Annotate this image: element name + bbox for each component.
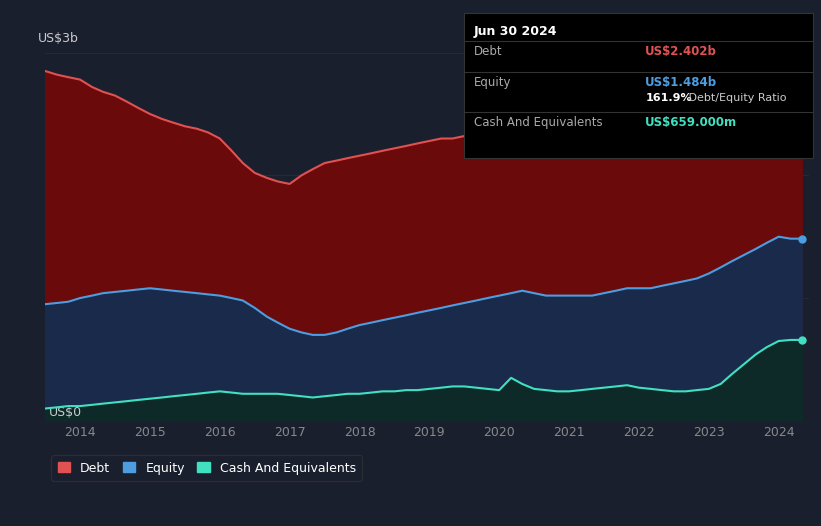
Text: Jun 30 2024: Jun 30 2024: [474, 25, 557, 38]
Text: US$0: US$0: [49, 406, 82, 419]
Text: 161.9%: 161.9%: [645, 93, 692, 103]
Text: US$659.000m: US$659.000m: [645, 116, 737, 129]
Text: Equity: Equity: [474, 76, 511, 89]
Text: US$3b: US$3b: [38, 32, 78, 45]
Text: Debt/Equity Ratio: Debt/Equity Ratio: [685, 93, 787, 103]
Text: Cash And Equivalents: Cash And Equivalents: [474, 116, 603, 129]
Legend: Debt, Equity, Cash And Equivalents: Debt, Equity, Cash And Equivalents: [52, 456, 362, 481]
Text: Debt: Debt: [474, 45, 502, 58]
Text: US$2.402b: US$2.402b: [645, 45, 718, 58]
Text: US$1.484b: US$1.484b: [645, 76, 718, 89]
